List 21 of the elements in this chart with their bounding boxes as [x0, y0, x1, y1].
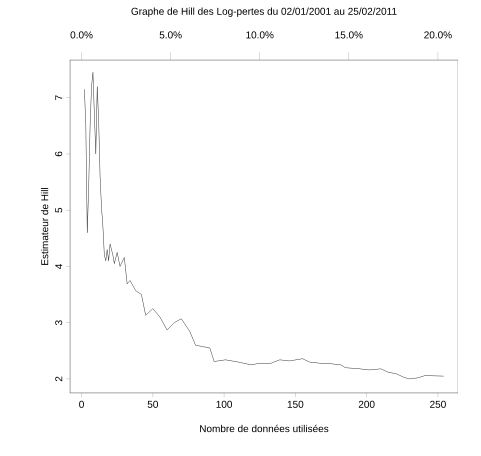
y-axis-title: Estimateur de Hill: [40, 188, 48, 265]
y-tick-label: 7: [55, 95, 62, 100]
y-tick-label: 6: [55, 152, 62, 156]
x-tick-label: 50: [148, 400, 158, 408]
x2-tick-label: 20.0%: [424, 31, 452, 38]
x-tick-label: 150: [288, 400, 304, 408]
chart-title: Graphe de Hill des Log-pertes du 02/01/2001 au 25/02/2011: [131, 8, 397, 17]
y-tick-label: 4: [55, 264, 62, 269]
x-tick-label: 100: [216, 400, 232, 408]
x-axis-title: Nombre de données utilisées: [200, 424, 328, 432]
x2-tick-label: 15.0%: [335, 31, 363, 38]
x2-tick-label: 5.0%: [160, 31, 182, 38]
x2-tick-label: 0.0%: [70, 31, 93, 38]
x-tick-label: 0: [79, 400, 84, 408]
x2-tick-label: 10.0%: [246, 31, 274, 38]
y-tick-label: 5: [55, 208, 62, 213]
y-tick-label: 2: [55, 376, 62, 382]
y-tick-label: 3: [55, 320, 62, 326]
line-series: [84, 72, 444, 380]
x-tick-label: 250: [430, 400, 446, 408]
x-tick-label: 200: [358, 400, 375, 408]
